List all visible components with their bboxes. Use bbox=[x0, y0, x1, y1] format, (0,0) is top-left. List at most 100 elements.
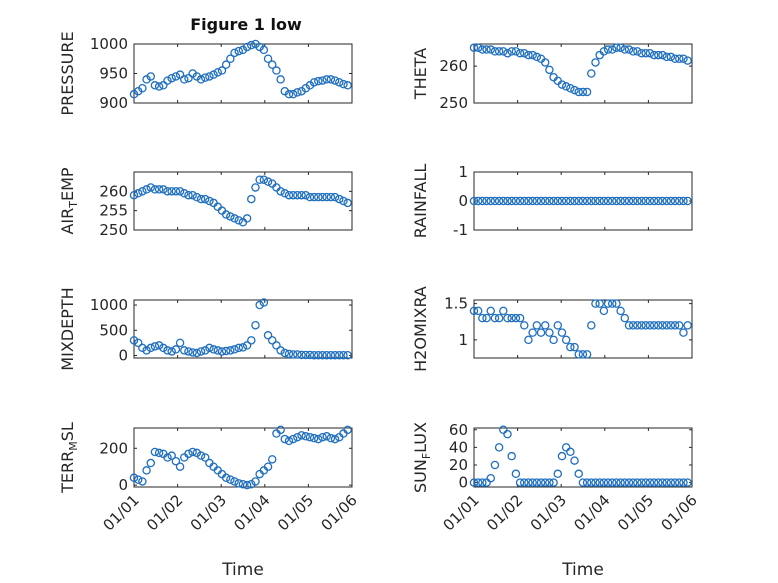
h2omixra-data-point bbox=[633, 321, 642, 330]
mixdepth-data-point bbox=[209, 345, 218, 354]
rainfall-data-point bbox=[557, 196, 567, 206]
h2omixra-data-point bbox=[549, 335, 558, 345]
air-temp-data-point bbox=[242, 214, 252, 223]
pressure-data-point bbox=[263, 54, 273, 64]
h2omixra-data-point bbox=[641, 321, 650, 330]
sun-flux-data-point bbox=[524, 478, 533, 487]
sun-flux-data-point bbox=[628, 478, 638, 487]
h2omixra-data-point bbox=[473, 306, 483, 316]
mixdepth-data-point bbox=[133, 338, 143, 348]
air-temp-data-point bbox=[180, 189, 189, 198]
pressure-data-point bbox=[175, 70, 185, 79]
terr-msl-data-point bbox=[322, 432, 331, 441]
air-temp-data-point bbox=[330, 192, 340, 202]
pressure-data-point bbox=[146, 72, 156, 81]
rainfall-data-point bbox=[654, 196, 663, 206]
rainfall-data-point bbox=[540, 196, 550, 206]
mixdepth-data-point bbox=[146, 343, 156, 353]
pressure-data-point bbox=[322, 75, 331, 84]
terr-msl-data-point bbox=[326, 433, 336, 443]
terr-msl-data-point bbox=[154, 448, 164, 458]
theta-data-point bbox=[566, 84, 575, 93]
sun-flux-data-point bbox=[511, 469, 521, 479]
air-temp-data-point bbox=[314, 192, 323, 202]
pressure-data-point bbox=[242, 42, 252, 52]
theta-data-point bbox=[578, 87, 588, 97]
y-tick-label: 40 bbox=[449, 438, 468, 456]
air-temp-data-point bbox=[263, 177, 273, 186]
rainfall-data-point bbox=[478, 196, 487, 206]
air-temp-data-point bbox=[188, 190, 197, 200]
pressure-data-point bbox=[339, 79, 348, 89]
mixdepth-data-point bbox=[284, 349, 294, 359]
mixdepth-data-point bbox=[322, 350, 331, 360]
rainfall-data-point bbox=[524, 196, 533, 206]
terr-msl-data-point bbox=[343, 425, 352, 435]
h2omixra-data-point bbox=[645, 321, 655, 330]
sun-flux-data-point bbox=[566, 447, 575, 457]
sun-flux-data-point bbox=[570, 456, 579, 465]
h2omixra-data-point bbox=[553, 321, 563, 330]
mixdepth-data-point bbox=[335, 350, 344, 360]
mixdepth-data-point bbox=[171, 345, 181, 354]
h2omixra-data-point bbox=[628, 321, 638, 330]
sun-flux-data-point bbox=[607, 478, 617, 487]
air-temp-data-point bbox=[335, 194, 344, 204]
h2omixra-data-point bbox=[654, 321, 663, 330]
sun-flux-data-point bbox=[675, 478, 684, 487]
mixdepth-data-point bbox=[255, 300, 264, 310]
rainfall-data-point bbox=[679, 196, 688, 206]
h2omixra-data-point bbox=[574, 350, 583, 359]
h2omixra-data-point bbox=[637, 321, 646, 330]
y-tick-label: 1 bbox=[458, 163, 468, 181]
x-tick-label: 01/02 bbox=[483, 491, 526, 534]
mixdepth-data-point bbox=[343, 350, 352, 360]
mixdepth-data-point bbox=[259, 298, 269, 307]
rainfall-data-point bbox=[532, 196, 542, 206]
h2omixra-data-point bbox=[482, 313, 491, 323]
terr-msl-data-point bbox=[129, 473, 139, 483]
air-temp-data-point bbox=[326, 192, 336, 202]
rainfall-data-point bbox=[490, 196, 500, 206]
terr-msl-data-point bbox=[175, 462, 185, 471]
sun-flux-data-point bbox=[603, 478, 613, 487]
h2omixra-data-point bbox=[649, 321, 659, 330]
mixdepth-data-point bbox=[297, 350, 306, 360]
sun-flux-x-axis-label: Time bbox=[561, 560, 604, 580]
terr-msl-data-point bbox=[133, 475, 143, 484]
mixdepth-data-point bbox=[276, 346, 285, 355]
theta-data-point bbox=[587, 69, 596, 78]
rainfall-data-point bbox=[473, 196, 483, 206]
terr-msl-data-point bbox=[293, 432, 302, 442]
y-tick-label: 0 bbox=[118, 476, 128, 494]
theta-y-axis-label: THETA bbox=[411, 48, 430, 100]
air-temp-data-point bbox=[226, 212, 235, 221]
pressure-data-point bbox=[159, 81, 168, 90]
sun-flux-data-point bbox=[599, 478, 609, 487]
y-tick-label: 60 bbox=[449, 421, 468, 439]
sun-flux-data-point bbox=[662, 478, 671, 487]
pressure-data-point bbox=[284, 89, 294, 99]
y-tick-label: 500 bbox=[99, 321, 128, 339]
rainfall-data-point bbox=[612, 196, 621, 206]
sun-flux-data-point bbox=[507, 451, 516, 461]
terr-msl-data-point bbox=[288, 434, 298, 444]
mixdepth-data-point bbox=[263, 331, 273, 340]
sun-flux-data-point bbox=[536, 478, 546, 487]
sun-flux-data-point bbox=[545, 478, 554, 487]
terr-msl-data-point bbox=[188, 447, 197, 457]
y-tick-label: 250 bbox=[99, 221, 128, 239]
h2omixra-data-point bbox=[532, 321, 542, 330]
h2omixra-data-point bbox=[662, 321, 671, 330]
theta-data-point bbox=[540, 58, 550, 67]
pressure-data-point bbox=[314, 76, 323, 86]
x-tick-label: 01/05 bbox=[274, 491, 317, 534]
theta-data-point bbox=[624, 45, 634, 54]
sun-flux-data-point bbox=[473, 478, 483, 487]
air-temp-data-point bbox=[150, 185, 160, 194]
rainfall-data-point bbox=[637, 196, 646, 206]
rainfall-data-point bbox=[649, 196, 659, 206]
mixdepth-data-point bbox=[192, 348, 202, 358]
y-tick-label: 260 bbox=[99, 182, 128, 200]
theta-data-point bbox=[675, 54, 684, 64]
